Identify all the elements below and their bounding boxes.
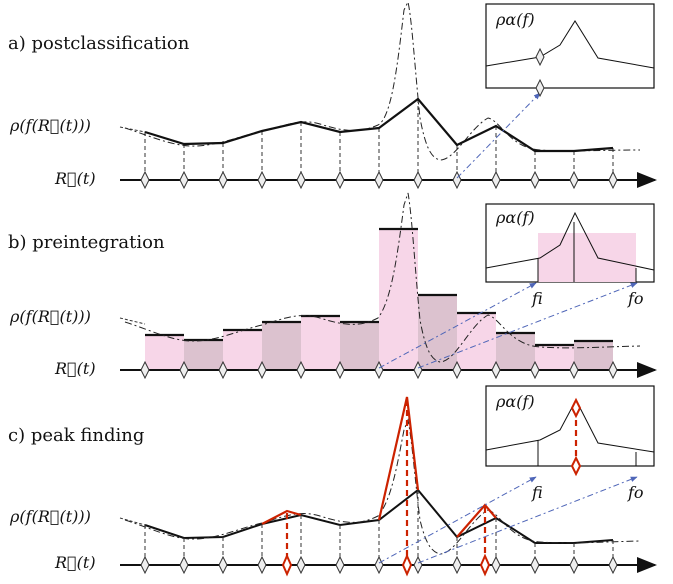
panel-c-title: c) peak finding xyxy=(8,425,145,446)
r-label-c: R⃗(t) xyxy=(55,553,96,572)
lookup-arrow-a xyxy=(456,92,541,179)
preintegration-segments xyxy=(145,229,613,370)
continuous-signal-c xyxy=(124,418,641,555)
panel-b xyxy=(120,192,657,380)
peak-verticals xyxy=(285,400,487,565)
sample-diamonds-a xyxy=(140,170,618,190)
continuous-signal-b xyxy=(124,192,641,363)
lookup-arrow-c1 xyxy=(378,476,537,564)
rho-alpha-label-c: ρα(f) xyxy=(496,392,535,411)
sample-diamonds-b xyxy=(140,360,618,380)
lookup-arrow-b2 xyxy=(417,282,638,369)
peak-line-2 xyxy=(377,396,420,521)
transfer-inset-b xyxy=(485,203,655,283)
sample-lines-a xyxy=(144,99,614,180)
peak-diamonds xyxy=(281,553,491,577)
r-label-b: R⃗(t) xyxy=(55,359,96,378)
panel-b-title: b) preintegration xyxy=(8,232,165,253)
panel-a-title: a) postclassification xyxy=(8,33,190,54)
f-o-label-b: fo xyxy=(628,289,644,308)
transfer-inset-c xyxy=(485,385,655,477)
reconstruction-line-a xyxy=(144,97,614,153)
rho-label-b: ρ(f(R⃗(t))) xyxy=(10,307,91,326)
rho-alpha-label-b: ρα(f) xyxy=(496,208,535,227)
rho-label-a: ρ(f(R⃗(t))) xyxy=(10,116,91,135)
panel-a xyxy=(120,0,657,190)
f-o-label-c: fo xyxy=(628,483,644,502)
peak-line-3 xyxy=(456,503,497,538)
rho-alpha-label-a: ρα(f) xyxy=(496,10,535,29)
transfer-inset-a xyxy=(485,3,655,98)
f-i-label-b: fi xyxy=(532,289,543,308)
f-i-label-c: fi xyxy=(532,483,543,502)
rho-label-c: ρ(f(R⃗(t))) xyxy=(10,507,91,526)
lookup-arrow-c2 xyxy=(417,476,638,564)
panel-c xyxy=(120,385,657,577)
sample-diamonds-c xyxy=(140,555,618,575)
lookup-arrow-b1 xyxy=(378,282,537,369)
peak-line-1 xyxy=(261,509,302,525)
r-label-a: R⃗(t) xyxy=(55,169,96,188)
